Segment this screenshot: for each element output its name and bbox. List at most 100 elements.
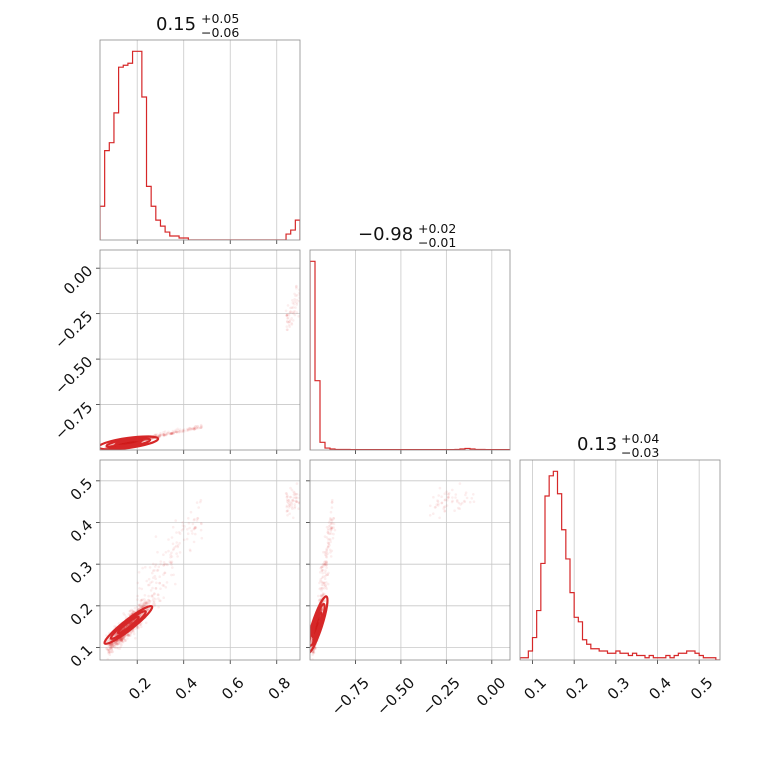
sample-point [151,598,155,602]
sample-point [116,642,120,646]
sample-point [121,640,124,644]
sample-point [176,430,180,434]
sample-point [191,522,195,526]
sample-point [286,328,289,332]
sample-point [123,639,127,642]
sample-point [315,624,319,627]
sample-point [128,622,132,626]
sample-point [171,431,175,435]
sample-point [159,560,163,563]
sample-point [176,427,179,431]
sample-point [317,594,320,598]
sample-point [191,427,194,431]
sample-point [130,441,133,444]
sample-point [129,441,133,445]
sample-point [109,647,112,650]
sample-point [320,569,324,572]
sample-point [126,442,129,445]
sample-point [137,571,141,574]
sample-point [316,621,320,624]
sample-point [122,442,125,446]
sample-point [314,628,318,631]
sample-point [162,553,165,556]
sample-point [147,603,150,606]
sample-point [176,555,179,558]
sample-point [293,298,297,301]
sample-point [329,517,332,520]
sample-point [290,322,293,325]
sample-point [123,639,127,642]
sample-point [141,603,145,606]
sample-point [113,643,117,646]
sample-point [319,594,323,598]
sample-point [132,440,135,444]
sample-point [432,512,435,515]
sample-point [326,573,330,576]
sample-point [139,602,143,605]
sample-point [159,587,162,590]
sample-point [122,612,125,615]
sample-point [129,631,132,635]
sample-point [170,432,174,436]
sample-point [320,608,324,611]
sample-point [292,302,296,306]
sample-point [138,603,142,607]
sample-point [131,440,135,444]
sample-point [186,427,189,431]
sample-point [315,625,319,628]
panel-frame [519,459,721,661]
sample-point [311,653,314,656]
sample-point [463,500,467,504]
sample-point [158,599,161,602]
sample-point [141,439,145,442]
sample-point [428,514,432,517]
sample-point [290,503,293,507]
sample-point [131,629,134,632]
sample-point [329,538,332,542]
sample-point [120,638,124,642]
sample-point [123,442,126,445]
sample-point [294,285,298,289]
sample-point [114,641,118,645]
sample-point [290,501,294,505]
sample-point [195,426,199,430]
sample-point [154,597,157,601]
sample-point [323,584,327,587]
sample-point [199,500,202,504]
sample-point [290,488,294,492]
sample-point [325,548,328,552]
sample-point [128,441,132,445]
sample-point [314,647,317,650]
sample-point [451,499,454,503]
sample-point [110,644,114,648]
sample-point [128,441,132,445]
sample-point [187,517,190,520]
sample-point [321,592,325,595]
sample-point [183,525,186,528]
sample-point [332,522,336,526]
sample-point [317,620,320,623]
sample-point [130,621,134,624]
sample-point [295,496,299,499]
sample-point [170,555,174,558]
sample-point [143,438,146,442]
sample-point [293,506,297,510]
sample-point [285,313,289,317]
sample-point [318,571,322,574]
sample-point [108,643,112,647]
sample-point [107,651,110,655]
sample-point [197,506,200,509]
sample-point [115,646,118,650]
title-var2-plus: +0.02 [418,221,456,236]
sample-point [128,441,132,445]
sample-point [128,441,132,444]
sample-point [322,587,326,590]
sample-point [169,432,172,435]
sample-point [436,499,439,502]
sample-point [325,563,328,566]
sample-point [316,623,319,626]
sample-point [194,425,198,428]
sample-point [170,431,173,435]
sample-point [324,564,328,567]
sample-point [181,521,184,524]
